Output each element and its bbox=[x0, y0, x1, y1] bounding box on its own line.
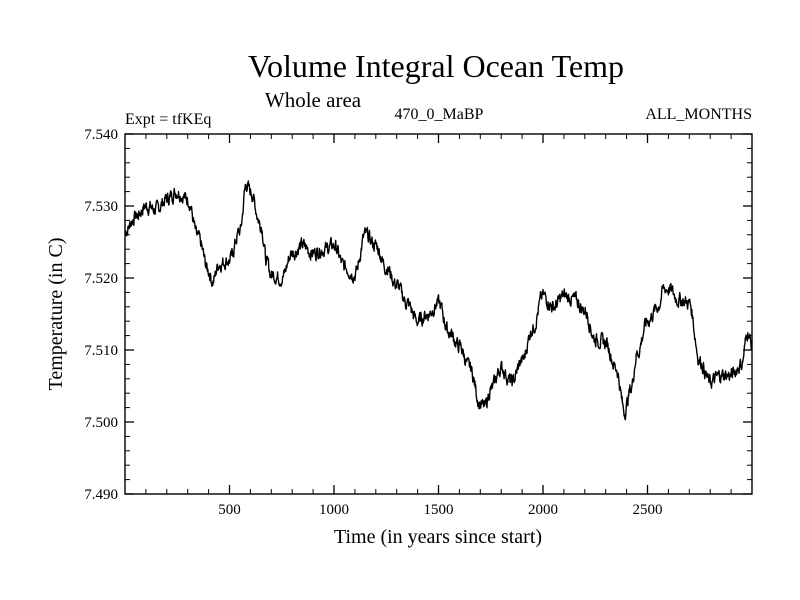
series-layer bbox=[124, 180, 753, 421]
experiment-label: Expt = tfKEq bbox=[125, 111, 211, 128]
y-tick-label: 7.530 bbox=[84, 199, 118, 215]
y-tick-label: 7.500 bbox=[84, 415, 118, 431]
plot-frame bbox=[124, 133, 753, 495]
y-tick-label: 7.520 bbox=[84, 271, 118, 287]
plot-area: 7.490 7.500 7.510 7.520 7.530 7.540 500 1000 15… bbox=[84, 127, 753, 518]
x-axis: 500 1000 1500 2000 2500 bbox=[145, 134, 732, 518]
y-tick-label: 7.490 bbox=[84, 487, 118, 503]
series-line bbox=[124, 180, 753, 421]
y-axis: 7.490 7.500 7.510 7.520 7.530 7.540 bbox=[84, 127, 752, 503]
chart-title: Volume Integral Ocean Temp bbox=[248, 48, 624, 84]
x-tick-label: 1000 bbox=[319, 502, 349, 518]
y-tick-label: 7.540 bbox=[84, 127, 118, 143]
x-tick-label: 2000 bbox=[528, 502, 558, 518]
y-axis-label: Temperature (in C) bbox=[45, 238, 67, 391]
x-tick-label: 500 bbox=[218, 502, 241, 518]
x-axis-label: Time (in years since start) bbox=[334, 526, 542, 548]
x-tick-label: 1500 bbox=[424, 502, 454, 518]
y-tick-label: 7.510 bbox=[84, 343, 118, 359]
period-label: ALL_MONTHS bbox=[645, 106, 752, 123]
run-label: 470_0_MaBP bbox=[395, 106, 484, 123]
chart-subtitle: Whole area bbox=[265, 88, 362, 112]
x-tick-label: 2500 bbox=[633, 502, 663, 518]
